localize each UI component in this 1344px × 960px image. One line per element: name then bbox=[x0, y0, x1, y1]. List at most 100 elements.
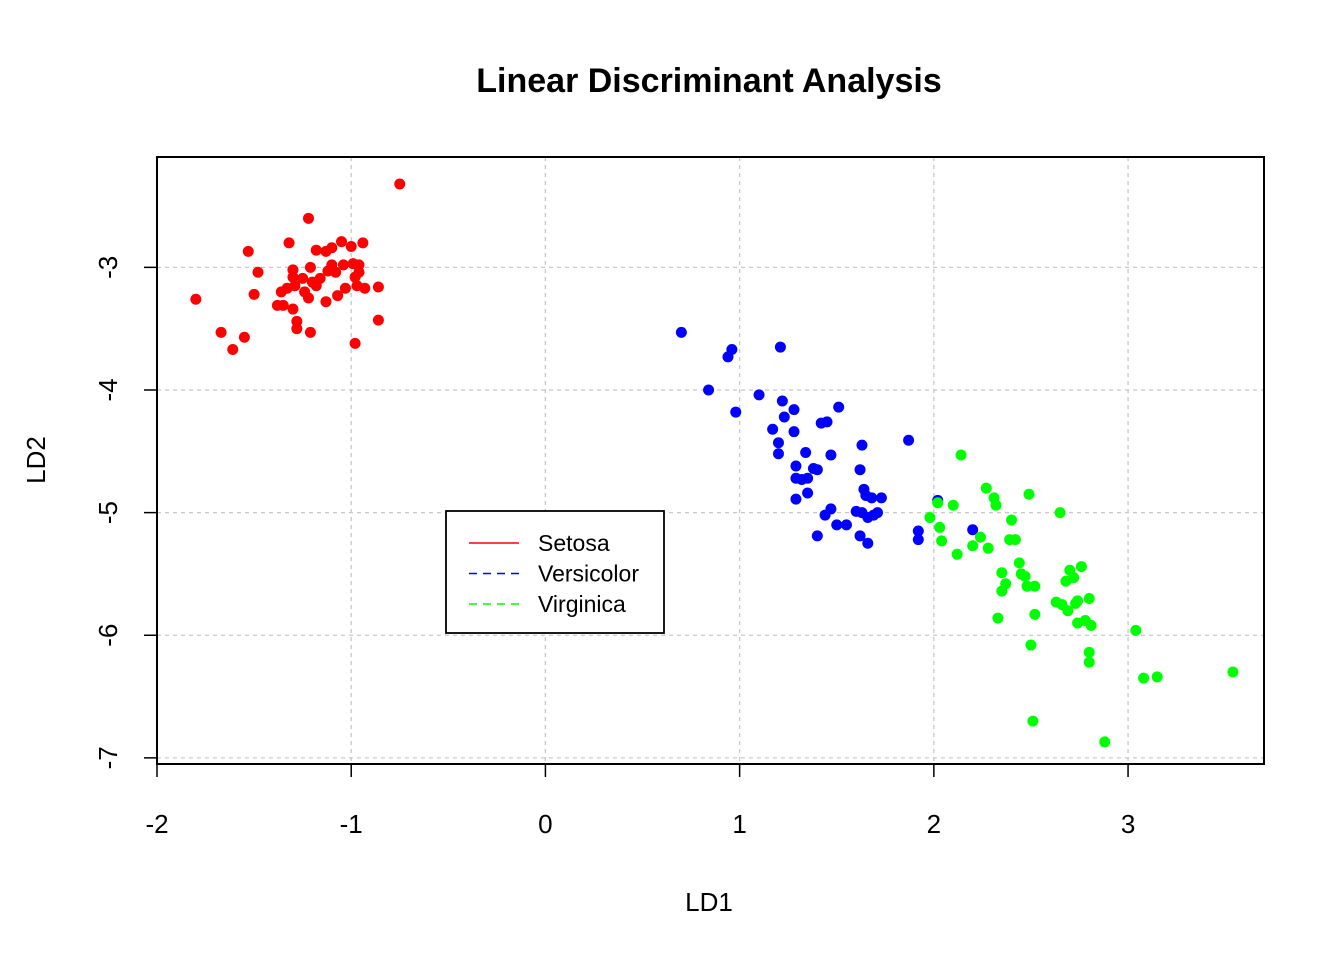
data-point-virginica bbox=[1130, 624, 1142, 636]
y-axis-label: LD2 bbox=[21, 436, 51, 484]
data-point-setosa bbox=[304, 326, 316, 338]
y-tick-label: -6 bbox=[93, 624, 123, 647]
data-point-versicolor bbox=[811, 530, 823, 542]
data-point-versicolor bbox=[967, 524, 979, 536]
data-point-virginica bbox=[924, 512, 936, 524]
data-point-setosa bbox=[359, 282, 371, 294]
data-point-virginica bbox=[1009, 534, 1021, 546]
data-point-versicolor bbox=[866, 492, 878, 504]
data-point-versicolor bbox=[825, 503, 837, 515]
data-point-setosa bbox=[283, 237, 295, 249]
data-point-virginica bbox=[1075, 561, 1087, 573]
data-point-versicolor bbox=[825, 449, 837, 461]
data-point-setosa bbox=[248, 288, 260, 300]
data-point-setosa bbox=[314, 272, 326, 284]
data-point-versicolor bbox=[790, 460, 802, 472]
x-axis-label: LD1 bbox=[685, 887, 733, 917]
data-point-versicolor bbox=[767, 423, 779, 435]
legend-entries: Setosa Versicolor Virginica bbox=[469, 530, 639, 617]
y-tick-label: -3 bbox=[93, 256, 123, 279]
legend: Setosa Versicolor Virginica bbox=[445, 510, 665, 634]
data-point-setosa bbox=[297, 272, 309, 284]
legend-label-versicolor: Versicolor bbox=[538, 561, 639, 587]
data-point-versicolor bbox=[703, 384, 715, 396]
data-point-virginica bbox=[936, 535, 948, 547]
data-point-setosa bbox=[353, 259, 365, 271]
data-point-versicolor bbox=[753, 389, 765, 401]
data-point-versicolor bbox=[788, 404, 800, 416]
data-point-setosa bbox=[190, 293, 202, 305]
data-point-setosa bbox=[339, 282, 351, 294]
data-point-versicolor bbox=[730, 406, 742, 418]
data-point-setosa bbox=[302, 292, 314, 304]
data-point-virginica bbox=[934, 521, 946, 533]
data-point-versicolor bbox=[833, 401, 845, 413]
data-point-virginica bbox=[951, 548, 963, 560]
data-point-versicolor bbox=[840, 519, 852, 531]
data-point-virginica bbox=[955, 449, 967, 461]
x-tick-label: 1 bbox=[732, 809, 746, 839]
data-point-virginica bbox=[1000, 578, 1012, 590]
data-point-versicolor bbox=[854, 530, 866, 542]
data-point-virginica bbox=[990, 499, 1002, 511]
data-point-setosa bbox=[372, 314, 384, 326]
data-point-versicolor bbox=[811, 464, 823, 476]
data-point-virginica bbox=[1062, 605, 1074, 617]
data-point-virginica bbox=[1006, 514, 1018, 526]
data-point-setosa bbox=[349, 337, 361, 349]
data-point-virginica bbox=[1085, 619, 1097, 631]
data-point-virginica bbox=[947, 499, 959, 511]
data-point-setosa bbox=[302, 212, 314, 224]
data-point-virginica bbox=[1019, 570, 1031, 582]
data-point-versicolor bbox=[675, 326, 687, 338]
y-tick-label: -5 bbox=[93, 501, 123, 524]
data-point-versicolor bbox=[776, 395, 788, 407]
data-point-virginica bbox=[982, 542, 994, 554]
data-point-setosa bbox=[287, 303, 299, 315]
data-point-setosa bbox=[215, 326, 227, 338]
data-point-setosa bbox=[252, 266, 264, 278]
data-point-versicolor bbox=[912, 525, 924, 537]
data-point-virginica bbox=[967, 540, 979, 552]
legend-entry-setosa: Setosa bbox=[469, 530, 610, 556]
data-point-virginica bbox=[1023, 488, 1035, 500]
data-point-virginica bbox=[974, 531, 986, 543]
data-point-versicolor bbox=[802, 487, 814, 499]
chart-title: Linear Discriminant Analysis bbox=[476, 62, 941, 100]
x-tick-label: 3 bbox=[1121, 809, 1135, 839]
data-point-setosa bbox=[332, 290, 344, 302]
data-point-setosa bbox=[242, 245, 254, 257]
data-point-virginica bbox=[1029, 608, 1041, 620]
data-point-virginica bbox=[1029, 580, 1041, 592]
data-point-versicolor bbox=[802, 472, 814, 484]
data-point-virginica bbox=[1083, 656, 1095, 668]
data-point-virginica bbox=[980, 482, 992, 494]
points-layer bbox=[190, 178, 1239, 748]
data-point-virginica bbox=[992, 612, 1004, 624]
data-point-setosa bbox=[289, 280, 301, 292]
data-point-versicolor bbox=[912, 534, 924, 546]
data-point-setosa bbox=[291, 323, 303, 335]
data-point-setosa bbox=[238, 331, 250, 343]
y-tick-label: -4 bbox=[93, 378, 123, 401]
data-point-versicolor bbox=[772, 437, 784, 449]
data-point-setosa bbox=[336, 236, 347, 248]
data-point-setosa bbox=[227, 344, 239, 356]
data-point-versicolor bbox=[821, 416, 833, 428]
data-point-setosa bbox=[304, 261, 316, 273]
data-point-versicolor bbox=[856, 439, 868, 451]
legend-label-setosa: Setosa bbox=[538, 530, 610, 556]
data-point-setosa bbox=[345, 241, 357, 253]
series-virginica bbox=[924, 449, 1239, 748]
data-point-versicolor bbox=[862, 537, 874, 549]
y-axis: -3 -4 -5 -6 -7 bbox=[93, 256, 158, 769]
data-point-setosa bbox=[320, 296, 332, 308]
legend-entry-virginica: Virginica bbox=[469, 591, 626, 617]
data-point-virginica bbox=[1068, 572, 1080, 584]
data-point-virginica bbox=[1054, 507, 1066, 519]
data-point-virginica bbox=[1027, 715, 1039, 727]
data-point-setosa bbox=[337, 259, 349, 271]
data-point-virginica bbox=[1099, 736, 1111, 748]
data-point-virginica bbox=[1025, 639, 1037, 651]
